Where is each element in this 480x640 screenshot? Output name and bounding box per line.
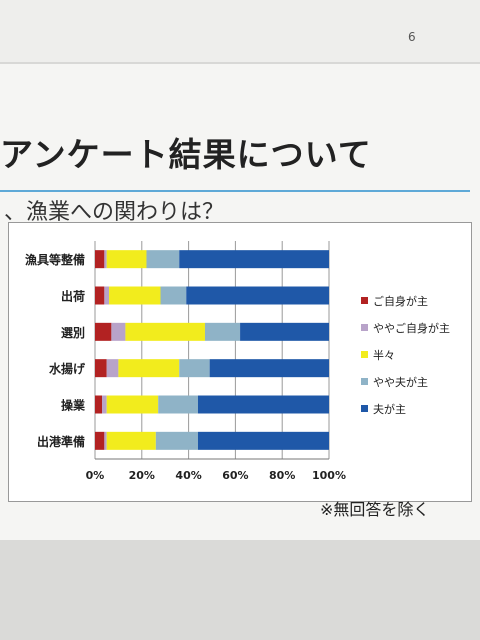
bar-segment: [160, 286, 187, 305]
bar-segment: [197, 431, 329, 450]
bar-segment: [155, 431, 198, 450]
category-label: 操業: [61, 398, 86, 413]
bar-segment: [186, 286, 329, 305]
legend-swatch: [361, 297, 368, 304]
legend-swatch: [361, 378, 368, 385]
bar-segment: [106, 250, 147, 269]
bar-segment: [158, 395, 198, 414]
legend-label: ややご自身が主: [373, 321, 450, 335]
x-tick-label: 80%: [269, 469, 295, 482]
bar-segment: [95, 359, 107, 378]
legend-label: 夫が主: [373, 402, 406, 416]
bar-segment: [95, 431, 105, 450]
bar-segment: [204, 322, 241, 341]
bar-segment: [179, 250, 329, 269]
slide-title: アンケート結果について: [0, 135, 372, 174]
bar-segment: [102, 395, 107, 414]
legend-label: 半々: [373, 348, 395, 362]
desk-background: [0, 540, 480, 640]
page-number: 6: [408, 30, 416, 44]
gridlines: [94, 241, 330, 460]
legend-label: ご自身が主: [373, 294, 428, 308]
bar-segment: [240, 322, 329, 341]
legend-swatch: [361, 405, 368, 412]
bar-segment: [106, 359, 119, 378]
chart-panel: 漁具等整備出荷選別水揚げ操業出港準備 0% 20% 40% 60% 80% 100% ご自…: [8, 222, 472, 502]
bar-segment: [106, 431, 156, 450]
footnote: ※無回答を除く: [320, 500, 430, 519]
bar-segment: [95, 322, 112, 341]
category-label: 出港準備: [37, 434, 85, 449]
title-underline: [0, 190, 470, 192]
bar-segment: [197, 395, 329, 414]
x-tick-label: 100%: [312, 469, 346, 482]
bar-segment: [179, 359, 210, 378]
legend-label: やや夫が主: [373, 375, 428, 389]
bar-segment: [146, 250, 180, 269]
category-label: 選別: [61, 326, 85, 340]
bar-segment: [111, 322, 126, 341]
bar-groups: [95, 250, 329, 450]
x-tick-labels: 0% 20% 40% 60% 80% 100%: [86, 469, 346, 482]
x-tick-label: 40%: [175, 469, 201, 482]
bar-segment: [125, 322, 205, 341]
category-label: 水揚げ: [49, 361, 86, 376]
bar-segment: [118, 359, 180, 378]
bar-segment: [95, 250, 105, 269]
bar-segment: [104, 431, 107, 450]
slide-subtitle: 、漁業への関わりは？: [4, 200, 225, 225]
x-tick-label: 20%: [129, 469, 155, 482]
bar-segment: [106, 395, 159, 414]
bar-segment: [209, 359, 329, 378]
legend-swatch: [361, 351, 368, 358]
legend-swatch: [361, 324, 368, 331]
page-top-margin: [0, 0, 480, 70]
bar-segment: [104, 250, 107, 269]
bar-segment: [95, 395, 103, 414]
bar-segment: [95, 286, 105, 305]
x-tick-label: 60%: [222, 469, 248, 482]
bar-segment: [109, 286, 161, 305]
bar-segment: [104, 286, 110, 305]
category-label: 出荷: [61, 289, 85, 304]
category-label: 漁具等整備: [25, 252, 85, 267]
x-tick-label: 0%: [86, 469, 105, 482]
